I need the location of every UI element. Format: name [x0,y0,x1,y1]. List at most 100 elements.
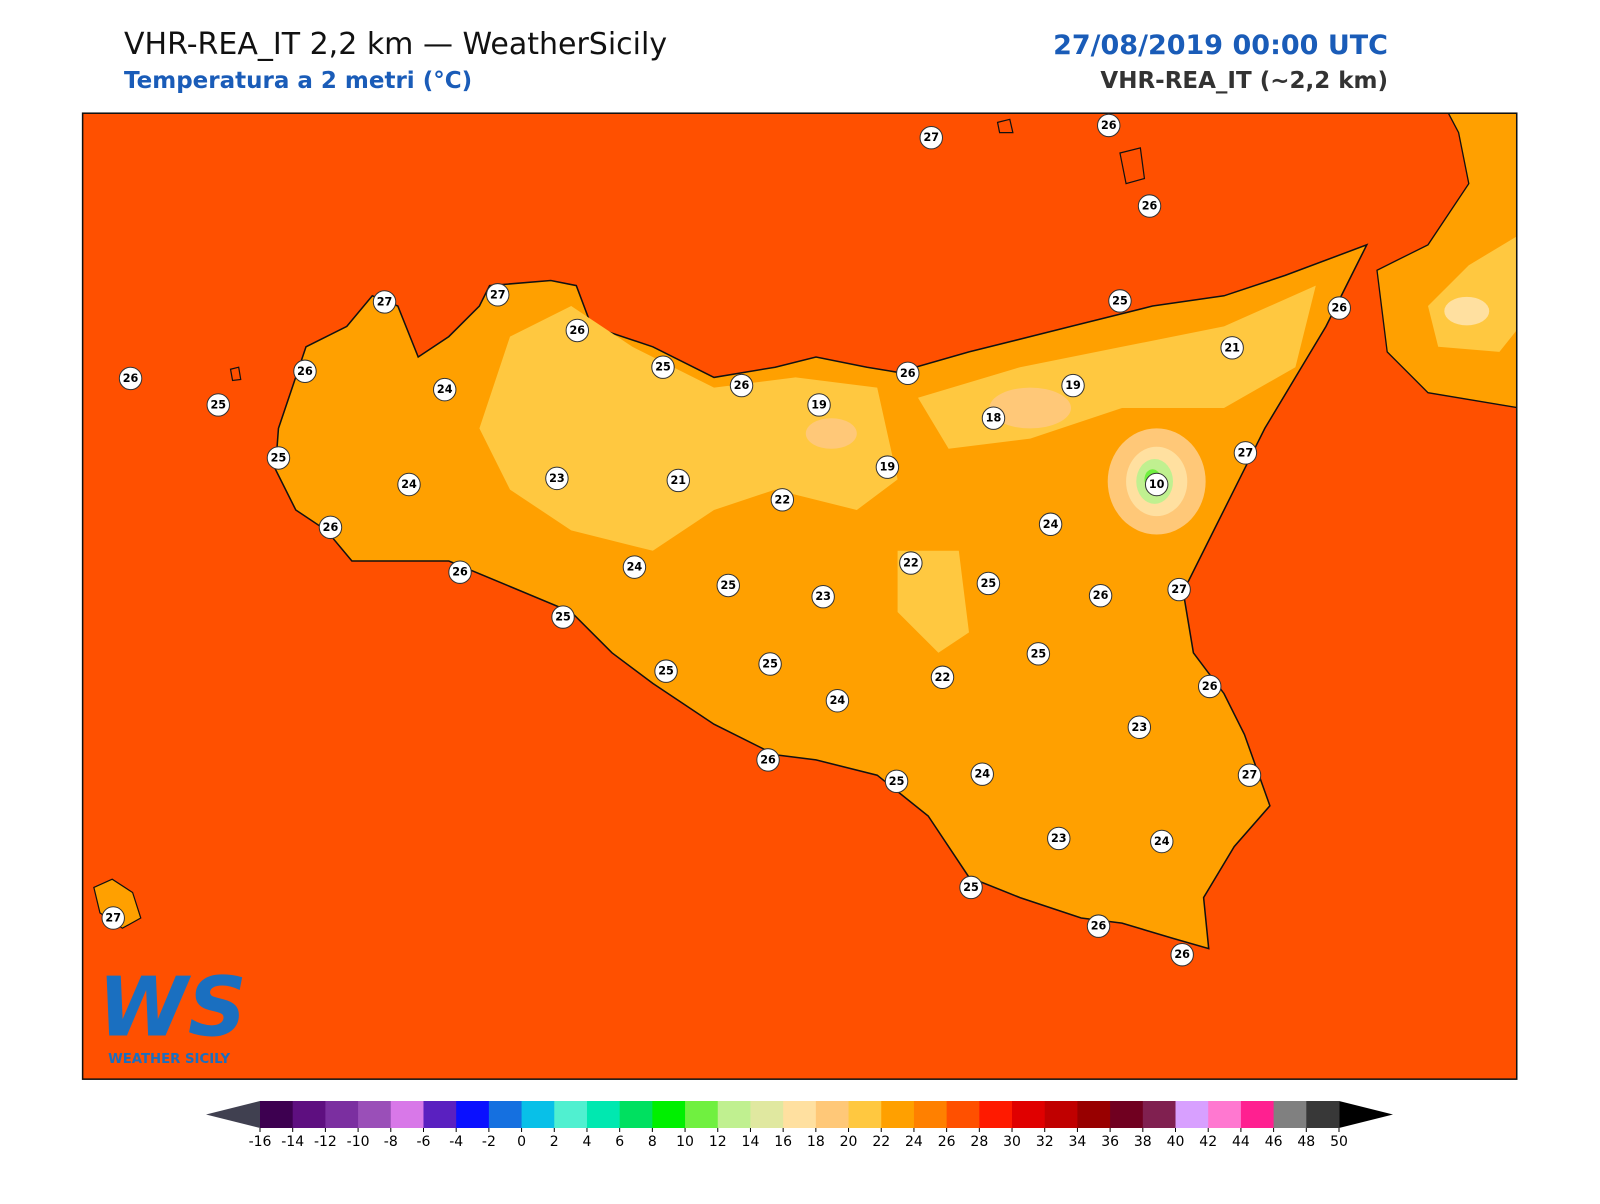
colorbar-bin [423,1101,457,1128]
station-dot [729,373,754,398]
station-dot [666,468,691,493]
colorbar-tick-label: 28 [970,1134,988,1150]
station: 27 [1237,763,1262,787]
station-dot [959,875,983,900]
calabria-warm [1427,236,1517,352]
station: 26 [1137,194,1162,218]
station-dot [1150,829,1174,854]
station: 26 [1197,674,1222,699]
colorbar-tick-label: 50 [1330,1134,1348,1150]
lipari [1119,147,1146,185]
colorbar-bin [390,1101,424,1128]
logo-name: WEATHER SICILY [108,1052,230,1067]
station-dot [1097,113,1121,138]
station-value: 21 [1224,341,1240,354]
station: 21 [1220,336,1244,360]
colorbar-bin [685,1101,719,1128]
station-dot [1197,674,1222,699]
station-dot [899,551,923,575]
station: 22 [930,665,955,690]
station: 25 [758,652,782,676]
station: 27 [1167,577,1191,602]
station: 23 [1047,826,1071,851]
colorbar-bin [1273,1101,1307,1128]
station: 19 [1061,373,1085,398]
colorbar-bin [750,1101,784,1128]
station-value: 27 [490,288,506,301]
station-dot [1086,914,1111,938]
station: 24 [622,555,647,579]
colorbar-bin [1110,1101,1144,1128]
egadi [229,366,242,382]
station-dot [1137,194,1162,218]
station-value: 24 [401,478,417,491]
station-dot [1144,472,1169,497]
station-dot [1026,642,1051,666]
station-value: 26 [1202,680,1218,693]
station-dot [565,318,590,343]
station-value: 27 [377,295,393,308]
station-value: 25 [963,881,979,894]
station-value: 26 [323,521,339,534]
map: WS WEATHER SICILY 27 26 26 27 27 26 26 24 26 25 25… [81,112,1518,1080]
station-value: 25 [555,611,571,624]
station: 22 [770,488,795,512]
station-value: 25 [210,398,226,411]
station-value: 26 [900,367,916,380]
station-dot [1108,289,1132,313]
colorbar: -16 -14 -12 -10 -8 -6 -4 -2 0 2 4 6 8 10 12 14 16 18 20 22 2… [206,1101,1393,1150]
colorbar-bin [881,1101,915,1128]
colorbar-tick-label: 8 [648,1134,657,1150]
station: 26 [1086,914,1111,938]
station-dot [372,290,397,314]
station-value: 24 [627,561,643,574]
station-dot [432,377,457,402]
station-value: 26 [1331,302,1347,315]
station-value: 27 [1238,446,1254,459]
station-dot [716,573,741,598]
station-dot [807,393,831,417]
station-value: 24 [830,694,846,707]
station-value: 24 [1154,835,1170,848]
station-dot [545,466,569,491]
madonie [805,418,857,449]
station: 27 [919,125,943,150]
colorbar-tick-label: 48 [1297,1134,1315,1150]
colorbar-tick-label: 46 [1265,1134,1283,1150]
station-dot [266,446,291,470]
colorbar-bin [783,1101,817,1128]
colorbar-tick-label: 30 [1003,1134,1021,1150]
colorbar-tick-label: 36 [1101,1134,1119,1150]
station-value: 26 [1101,119,1117,132]
station: 24 [825,689,850,713]
station-dot [930,665,955,690]
station: 24 [397,472,421,497]
colorbar-tick-label: 6 [615,1134,624,1150]
map-frame [81,112,1518,1080]
station-dot [551,605,575,629]
station-dot [318,515,343,540]
station-dot [811,584,835,609]
station-value: 27 [923,131,939,144]
station-value: 26 [734,379,750,392]
alicudi [996,118,1014,134]
station: 24 [1150,829,1174,854]
station-dot [118,366,143,391]
logo-mark: WS [98,960,247,1055]
station-value: 10 [1149,478,1165,491]
station-value: 25 [1031,647,1047,660]
colorbar-tick-label: -4 [449,1134,463,1150]
station-dot [654,659,678,683]
station-value: 27 [1242,769,1258,782]
station: 21 [666,468,691,493]
colorbar-tick-label: 0 [517,1134,526,1150]
station-value: 26 [1093,589,1109,602]
nebrodi [989,387,1071,429]
station: 26 [1327,296,1351,320]
station-value: 26 [570,324,586,337]
station-value: 23 [815,590,831,603]
colorbar-tick-label: 32 [1036,1134,1054,1150]
station: 26 [1088,583,1113,608]
colorbar-tick-label: 2 [550,1134,559,1150]
